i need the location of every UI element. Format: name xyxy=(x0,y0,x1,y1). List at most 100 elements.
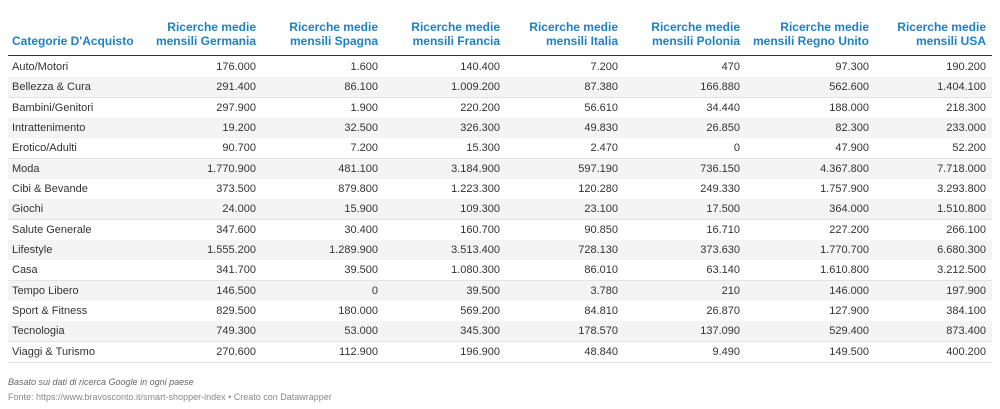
value-cell: 146.000 xyxy=(829,284,869,297)
category-cell: Lifestyle xyxy=(12,243,53,256)
value-cell: 1.610.800 xyxy=(820,264,869,277)
value-cell: 1.080.300 xyxy=(451,264,500,277)
value-cell: 2.470 xyxy=(590,142,618,155)
value-cell: 266.100 xyxy=(946,223,986,236)
value-cell: 218.300 xyxy=(946,101,986,114)
header-cell: Ricerche medie mensili Germania xyxy=(155,20,256,48)
value-cell: 47.900 xyxy=(835,142,869,155)
value-cell: 597.190 xyxy=(578,162,618,175)
category-cell: Casa xyxy=(12,264,38,277)
value-cell: 180.000 xyxy=(338,304,378,317)
value-cell: 373.630 xyxy=(700,243,740,256)
value-cell: 562.600 xyxy=(829,81,869,94)
value-cell: 326.300 xyxy=(460,121,500,134)
value-cell: 1.770.900 xyxy=(207,162,256,175)
value-cell: 470 xyxy=(721,61,740,73)
value-cell: 210 xyxy=(721,284,740,297)
value-cell: 149.500 xyxy=(829,345,869,358)
value-cell: 728.130 xyxy=(578,243,618,256)
value-cell: 166.880 xyxy=(700,81,740,94)
value-cell: 481.100 xyxy=(338,162,378,175)
value-cell: 1.900 xyxy=(350,101,378,114)
value-cell: 19.200 xyxy=(222,121,256,134)
value-cell: 197.900 xyxy=(946,284,986,297)
value-cell: 178.570 xyxy=(578,325,618,338)
value-cell: 127.900 xyxy=(829,304,869,317)
value-cell: 39.500 xyxy=(344,264,378,277)
value-cell: 15.300 xyxy=(466,142,500,155)
value-cell: 227.200 xyxy=(829,223,869,236)
table-row xyxy=(8,341,992,363)
header-cell: Ricerche medie mensili Francia xyxy=(411,20,500,48)
value-cell: 529.400 xyxy=(829,325,869,338)
value-cell: 86.100 xyxy=(344,81,378,94)
value-cell: 347.600 xyxy=(216,223,256,236)
category-cell: Sport & Fitness xyxy=(12,304,88,317)
value-cell: 879.800 xyxy=(338,182,378,195)
value-cell: 373.500 xyxy=(216,182,256,195)
category-cell: Viaggi & Turismo xyxy=(12,345,95,358)
value-cell: 63.140 xyxy=(706,264,740,277)
value-cell: 120.280 xyxy=(578,182,618,195)
value-cell: 32.500 xyxy=(344,121,378,134)
category-cell: Auto/Motori xyxy=(12,61,69,73)
category-cell: Tecnologia xyxy=(12,325,65,338)
value-cell: 49.830 xyxy=(584,121,618,134)
value-cell: 220.200 xyxy=(460,101,500,114)
value-cell: 7.718.000 xyxy=(937,162,986,175)
header-cell: Ricerche medie mensili Italia xyxy=(529,20,618,48)
value-cell: 23.100 xyxy=(584,203,618,216)
note: Basato sui dati di ricerca Google in ogn… xyxy=(8,377,194,387)
header-cell: Ricerche medie mensili Polonia xyxy=(651,20,740,48)
value-cell: 0 xyxy=(371,284,378,297)
value-cell: 84.810 xyxy=(584,304,618,317)
value-cell: 86.010 xyxy=(584,264,618,277)
value-cell: 3.780 xyxy=(590,284,618,297)
category-cell: Intrattenimento xyxy=(12,121,86,134)
value-cell: 16.710 xyxy=(706,223,740,236)
value-cell: 140.400 xyxy=(460,61,500,73)
value-cell: 1.289.900 xyxy=(329,243,378,256)
value-cell: 1.009.200 xyxy=(451,81,500,94)
value-cell: 4.367.800 xyxy=(820,162,869,175)
value-cell: 9.490 xyxy=(712,345,740,358)
value-cell: 3.184.900 xyxy=(451,162,500,175)
value-cell: 87.380 xyxy=(584,81,618,94)
value-cell: 1.600 xyxy=(350,61,378,73)
value-cell: 56.610 xyxy=(584,101,618,114)
value-cell: 90.850 xyxy=(584,223,618,236)
value-cell: 400.200 xyxy=(946,345,986,358)
value-cell: 160.700 xyxy=(460,223,500,236)
value-cell: 233.000 xyxy=(946,121,986,134)
value-cell: 1.770.700 xyxy=(820,243,869,256)
value-cell: 53.000 xyxy=(344,325,378,338)
value-cell: 112.900 xyxy=(339,345,378,358)
value-cell: 1.404.100 xyxy=(937,81,986,94)
value-cell: 188.000 xyxy=(829,101,869,114)
value-cell: 26.850 xyxy=(706,121,740,134)
value-cell: 0 xyxy=(733,142,740,155)
value-cell: 3.212.500 xyxy=(937,264,986,277)
value-cell: 34.440 xyxy=(706,101,740,114)
header-rule xyxy=(8,55,992,56)
value-cell: 82.300 xyxy=(835,121,869,134)
category-cell: Erotico/Adulti xyxy=(12,142,77,155)
value-cell: 146.500 xyxy=(216,284,256,297)
category-cell: Moda xyxy=(12,162,40,175)
value-cell: 384.100 xyxy=(946,304,986,317)
value-cell: 569.200 xyxy=(460,304,500,317)
category-cell: Cibi & Bevande xyxy=(12,182,88,195)
value-cell: 196.900 xyxy=(460,345,500,358)
value-cell: 291.400 xyxy=(216,81,256,94)
value-cell: 90.700 xyxy=(222,142,256,155)
value-cell: 97.300 xyxy=(835,61,869,73)
value-cell: 749.300 xyxy=(216,325,256,338)
value-cell: 3.513.400 xyxy=(451,243,500,256)
header-cell: Ricerche medie mensili USA xyxy=(897,20,986,48)
value-cell: 1.510.800 xyxy=(937,203,986,216)
value-cell: 297.900 xyxy=(216,101,256,114)
value-cell: 15.900 xyxy=(344,203,378,216)
value-cell: 1.555.200 xyxy=(207,243,256,256)
source: Fonte: https://www.bravosconto.it/smart-… xyxy=(8,392,332,402)
